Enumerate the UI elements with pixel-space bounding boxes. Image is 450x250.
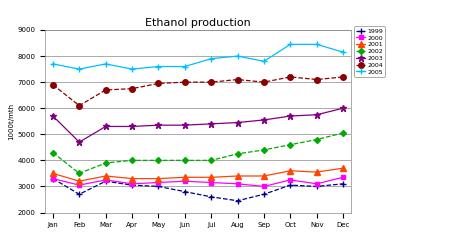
1999 [235,199,240,202]
2003 [76,140,82,143]
2002 [288,143,293,146]
2002 [50,151,56,154]
1999 [340,182,346,185]
2001 [340,167,346,170]
2000 [208,181,214,184]
2002 [129,159,135,162]
1999 [261,193,267,196]
2002 [76,172,82,175]
Line: 2005: 2005 [50,42,346,72]
2005 [235,54,240,58]
Line: 1999: 1999 [50,176,346,204]
2002 [182,159,188,162]
Line: 2004: 2004 [50,74,346,108]
2004 [314,78,319,81]
2004 [340,76,346,78]
2005 [156,65,161,68]
2002 [261,148,267,152]
1999 [129,184,135,186]
1999 [314,185,319,188]
2001 [50,172,56,175]
2003 [261,118,267,122]
2005 [261,60,267,63]
2003 [208,122,214,125]
2004 [208,81,214,84]
2004 [156,82,161,85]
2004 [103,88,108,92]
2004 [76,104,82,107]
2005 [103,62,108,66]
Line: 2002: 2002 [51,131,345,176]
2003 [156,124,161,127]
Legend: 1999, 2000, 2001, 2002, 2003, 2004, 2005: 1999, 2000, 2001, 2002, 2003, 2004, 2005 [354,26,385,76]
2003 [182,124,188,127]
2001 [261,174,267,178]
Title: Ethanol production: Ethanol production [145,18,251,28]
2003 [340,107,346,110]
2003 [103,125,108,128]
Line: 2003: 2003 [50,105,346,146]
2005 [208,57,214,60]
2002 [156,159,161,162]
2001 [288,169,293,172]
2005 [182,65,188,68]
2000 [288,178,293,182]
2005 [129,68,135,70]
1999 [288,184,293,186]
2000 [129,182,135,185]
2004 [182,81,188,84]
2005 [314,43,319,46]
1999 [76,193,82,196]
2005 [76,68,82,70]
2002 [208,159,214,162]
2002 [314,138,319,141]
2001 [314,170,319,173]
2000 [50,177,56,180]
2005 [288,43,293,46]
2001 [129,177,135,180]
2003 [288,114,293,117]
2000 [76,184,82,186]
2003 [50,114,56,117]
2000 [261,185,267,188]
2004 [288,76,293,78]
2001 [103,174,108,178]
1999 [182,190,188,193]
2001 [235,174,240,178]
2001 [182,176,188,179]
2003 [314,113,319,116]
1999 [103,180,108,183]
2004 [261,81,267,84]
Y-axis label: 1000t/mth: 1000t/mth [9,103,14,140]
2005 [340,51,346,54]
2004 [235,78,240,81]
2000 [235,182,240,185]
2002 [340,132,346,134]
2005 [50,62,56,66]
Line: 2001: 2001 [50,166,346,184]
2003 [129,125,135,128]
2000 [314,182,319,185]
2000 [340,176,346,179]
2004 [129,87,135,90]
Line: 2000: 2000 [51,175,345,188]
2002 [103,162,108,164]
2000 [103,178,108,182]
1999 [50,177,56,180]
2000 [182,180,188,183]
2001 [208,176,214,179]
2004 [50,83,56,86]
2000 [156,181,161,184]
2003 [235,121,240,124]
2002 [235,152,240,155]
2001 [76,180,82,183]
1999 [208,195,214,198]
2001 [156,177,161,180]
1999 [156,185,161,188]
